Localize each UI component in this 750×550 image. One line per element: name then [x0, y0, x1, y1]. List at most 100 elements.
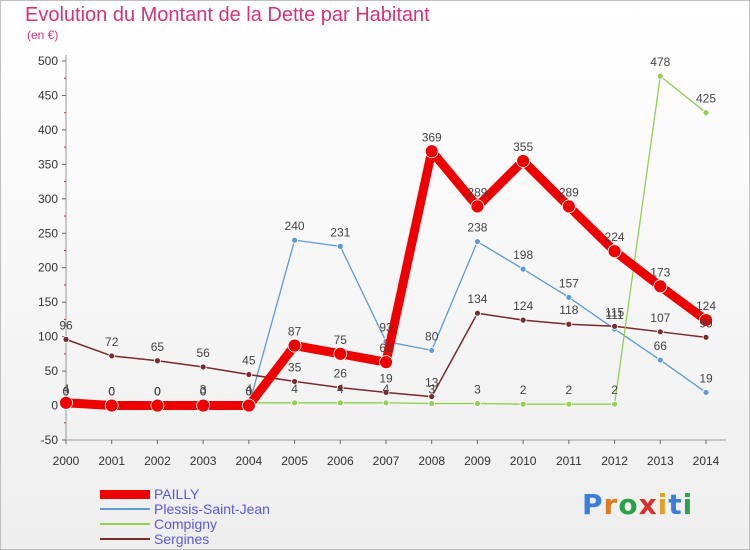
data-point [565, 320, 573, 328]
data-label: 87 [288, 325, 302, 339]
data-point [291, 378, 298, 385]
proxiti-logo: Proxiti [582, 488, 693, 521]
x-tick-label: 2000 [53, 454, 80, 468]
x-tick-label: 2004 [236, 454, 263, 468]
data-point [611, 400, 618, 408]
data-label: 238 [467, 221, 487, 235]
data-label: 231 [330, 225, 350, 239]
data-point [291, 399, 298, 407]
data-label: 369 [422, 130, 442, 144]
data-point [428, 393, 436, 400]
logo-letter: x [638, 488, 658, 521]
y-tick-label: 350 [38, 157, 58, 171]
legend-swatch [100, 508, 150, 510]
x-tick-label: 2012 [601, 454, 628, 468]
data-label: 157 [559, 276, 579, 290]
data-point [702, 333, 710, 341]
series-0 [59, 144, 713, 413]
data-label: 4 [246, 382, 253, 396]
data-label: 0 [108, 385, 115, 399]
data-point [565, 400, 573, 408]
data-label: 4 [337, 382, 344, 396]
chart-title: Evolution du Montant de la Dette par Hab… [25, 4, 430, 26]
data-label: 56 [196, 346, 210, 360]
data-point [62, 335, 70, 343]
legend-swatch [100, 489, 150, 499]
data-label: 3 [474, 382, 481, 396]
data-point [561, 199, 576, 214]
x-tick-label: 2007 [373, 454, 400, 468]
data-label: 26 [334, 367, 348, 381]
data-label: 4 [383, 382, 390, 396]
data-point [291, 236, 298, 244]
data-point [699, 313, 713, 327]
data-point [516, 154, 531, 168]
data-label: 35 [288, 360, 302, 374]
data-label: 198 [513, 248, 533, 262]
data-label: 134 [467, 292, 487, 306]
data-label: 0 [200, 385, 207, 399]
data-label: 3 [200, 382, 207, 396]
x-tick-label: 2006 [327, 454, 354, 468]
logo-letter: r [603, 488, 619, 521]
legend-swatch [100, 523, 150, 525]
data-point [199, 363, 207, 371]
data-label: 0 [246, 385, 253, 399]
data-point [611, 322, 618, 330]
y-tick-label: 300 [38, 192, 58, 206]
data-label: 99 [699, 316, 713, 330]
data-label: 0 [154, 385, 161, 399]
x-tick-label: 2002 [144, 454, 171, 468]
data-label: 0 [200, 385, 207, 399]
data-point [428, 400, 436, 407]
data-point [245, 371, 253, 378]
logo-letter: P [582, 488, 604, 521]
data-label: 111 [605, 308, 624, 322]
data-label: 2 [566, 383, 573, 397]
data-label: 93 [379, 320, 393, 334]
data-label: 72 [105, 335, 119, 349]
data-point [382, 399, 390, 407]
data-point [656, 72, 664, 80]
x-tick-label: 2014 [693, 454, 720, 468]
data-point [519, 265, 527, 273]
data-label: 0 [108, 385, 115, 399]
data-label: 96 [59, 318, 73, 332]
data-label: 80 [425, 329, 439, 343]
data-label: 19 [699, 371, 713, 385]
series-3 [62, 309, 710, 400]
legend-swatch [100, 538, 150, 540]
x-tick-label: 2008 [418, 454, 445, 468]
data-point [656, 356, 664, 364]
logo-letter: i [657, 488, 669, 521]
data-label: 4 [63, 382, 70, 396]
data-point [336, 399, 344, 407]
data-point [104, 398, 119, 413]
data-label: 425 [696, 92, 716, 106]
data-point [108, 352, 116, 360]
x-tick-label: 2001 [98, 454, 125, 468]
data-point [607, 244, 622, 259]
data-point [656, 328, 664, 336]
data-point [519, 400, 527, 408]
y-tick-label: 150 [38, 295, 58, 309]
data-point [474, 400, 481, 407]
data-label: 2 [520, 383, 527, 397]
logo-letter: i [682, 488, 694, 521]
data-label: 0 [63, 385, 70, 399]
data-point [653, 279, 668, 294]
data-label: 2 [611, 383, 618, 397]
legend-label: Plessis-Saint-Jean [154, 501, 270, 517]
data-point [59, 395, 73, 410]
data-label: 240 [285, 219, 305, 233]
y-tick-label: 250 [38, 226, 58, 240]
data-label: 63 [379, 341, 393, 355]
x-tick-label: 2013 [647, 454, 674, 468]
data-label: 124 [513, 299, 533, 313]
data-label: 289 [559, 185, 579, 199]
data-label: 478 [650, 55, 670, 69]
y-tick-label: 500 [38, 54, 58, 68]
y-tick-label: -50 [41, 433, 59, 447]
